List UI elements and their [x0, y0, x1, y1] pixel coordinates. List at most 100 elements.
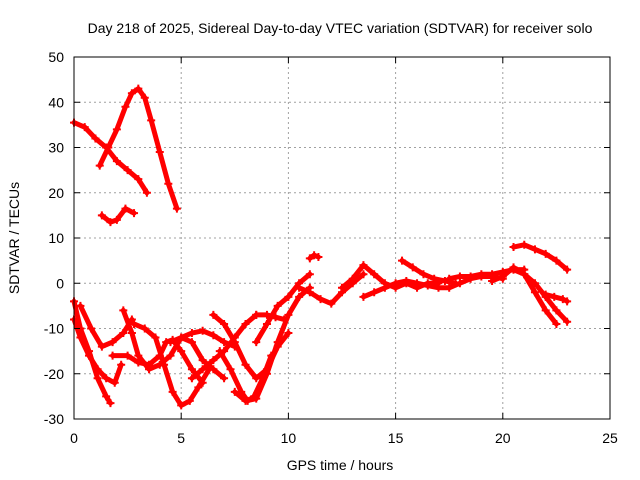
data-point — [314, 253, 323, 262]
data-point — [408, 263, 417, 272]
data-point — [305, 254, 314, 263]
data-point — [220, 338, 229, 347]
data-point — [134, 351, 143, 360]
data-point — [112, 215, 121, 224]
series-trace — [253, 312, 287, 322]
data-point — [284, 310, 293, 319]
data-point — [130, 319, 139, 328]
data-point — [423, 281, 432, 290]
data-point — [413, 279, 422, 288]
series-arc-17 — [305, 251, 323, 263]
y-tick-label: 10 — [48, 230, 64, 246]
y-tick-label: 40 — [48, 94, 64, 110]
data-point — [359, 261, 368, 270]
data-point — [370, 288, 379, 297]
data-point — [284, 292, 293, 301]
data-point — [273, 301, 282, 310]
data-point — [552, 256, 561, 265]
data-point — [112, 157, 121, 166]
series-arc-9 — [130, 319, 214, 410]
data-point — [280, 315, 289, 324]
data-point — [402, 276, 411, 285]
data-point — [119, 306, 128, 315]
data-point — [430, 274, 439, 283]
data-point — [391, 279, 400, 288]
data-point — [151, 333, 160, 342]
series-arc-2 — [95, 84, 181, 213]
data-point — [177, 333, 186, 342]
data-point — [338, 283, 346, 292]
data-point — [209, 331, 218, 340]
data-point — [316, 295, 325, 304]
data-point — [563, 265, 572, 274]
data-point — [273, 338, 282, 347]
data-point — [434, 283, 443, 292]
data-point — [130, 209, 139, 218]
data-point — [226, 365, 235, 374]
data-point — [530, 245, 539, 254]
data-point — [145, 360, 154, 369]
data-point — [241, 360, 250, 369]
data-point — [85, 351, 94, 360]
data-point — [262, 369, 271, 378]
y-tick-label: 0 — [56, 275, 64, 291]
series-arc-25 — [509, 265, 572, 326]
data-point — [93, 374, 102, 383]
data-point — [530, 288, 539, 297]
x-tick-label: 5 — [177, 430, 185, 446]
data-point — [305, 270, 314, 279]
data-point — [520, 270, 529, 279]
data-point — [509, 243, 518, 252]
series-arc-16 — [252, 310, 289, 324]
data-point — [541, 306, 550, 315]
data-point — [359, 292, 368, 301]
x-tick-label: 20 — [495, 430, 511, 446]
data-point — [327, 299, 336, 308]
data-point — [97, 342, 106, 351]
data-point — [520, 240, 529, 249]
data-point — [121, 102, 130, 111]
grid — [74, 57, 610, 419]
data-point — [134, 358, 143, 367]
data-point — [552, 319, 561, 328]
data-point — [541, 249, 550, 258]
data-point — [102, 374, 111, 383]
series-arc-1 — [70, 118, 151, 197]
data-point — [451, 279, 460, 288]
data-point — [187, 329, 196, 338]
axis-ticks: 0 5 10 15 20 25 -30 -20 -10 0 10 20 30 40 50 — [44, 49, 618, 446]
x-axis-title: GPS time / hours — [287, 457, 394, 473]
y-tick-label: 20 — [48, 185, 64, 201]
data-point — [97, 211, 106, 220]
data-point — [104, 143, 113, 152]
data-point — [295, 292, 304, 301]
data-point — [230, 387, 239, 396]
data-point — [198, 326, 207, 335]
data-point — [168, 387, 177, 396]
data-point — [93, 365, 102, 374]
data-point — [187, 365, 196, 374]
series-trace — [511, 242, 570, 273]
series-trace — [110, 337, 206, 386]
data-point — [177, 401, 186, 410]
chart-title: Day 218 of 2025, Sidereal Day-to-day VTE… — [88, 20, 593, 36]
data-point — [271, 313, 280, 322]
data-point — [119, 329, 128, 338]
data-point — [164, 179, 173, 188]
data-point — [108, 338, 117, 347]
data-point — [127, 329, 136, 338]
x-tick-label: 0 — [70, 430, 78, 446]
data-point — [106, 218, 115, 227]
y-tick-label: -30 — [44, 411, 64, 427]
data-point — [370, 270, 379, 279]
data-point — [419, 270, 428, 279]
data-point — [185, 396, 194, 405]
data-point — [187, 374, 196, 383]
data-point — [209, 356, 218, 365]
y-tick-label: -10 — [44, 321, 64, 337]
data-point — [140, 324, 149, 333]
series-trace — [71, 120, 150, 196]
series-arc-15 — [252, 270, 314, 347]
data-point — [76, 333, 85, 342]
data-point — [220, 374, 229, 383]
